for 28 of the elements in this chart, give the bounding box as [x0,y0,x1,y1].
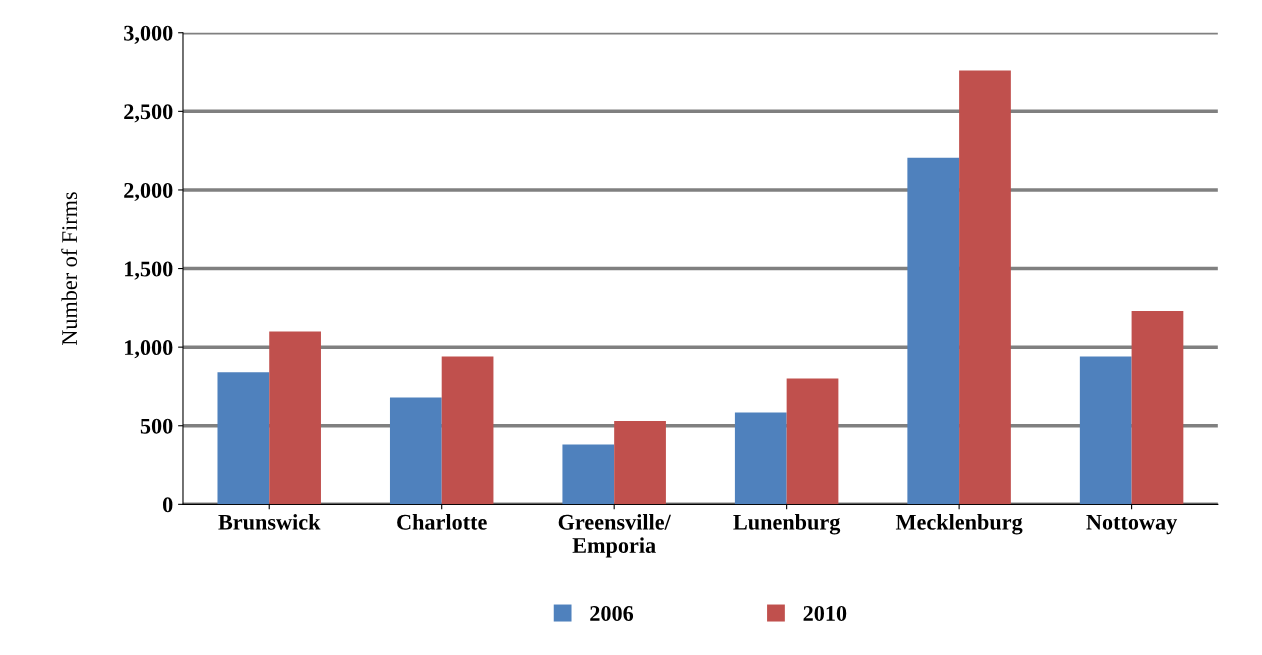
bar [907,157,960,505]
bar [1079,356,1132,505]
legend-label: 2006 [590,605,634,621]
x-tick-label: Lunenburg [733,514,841,535]
bar [269,331,321,505]
y-tick-label: 1,000 [125,340,173,359]
bar [562,444,615,505]
y-tick-label: 500 [140,418,173,434]
bar [441,356,494,505]
x-tick-label: Nottoway [1086,514,1178,535]
legend-label: 2010 [803,605,847,621]
y-tick-label: 3,000 [124,25,173,44]
x-tick-label: Mecklenburg [895,514,1023,535]
y-tick-label: 1,500 [125,261,173,280]
bar [614,421,666,505]
x-tick-label: Brunswick [218,514,321,530]
bar [734,412,787,505]
y-tick-label: 2,000 [124,182,173,202]
bar [959,70,1011,505]
bar [217,372,270,505]
x-tick-label: Greensville/ Emporia [558,514,671,558]
bar [786,378,839,505]
x-tick-label: Charlotte [397,514,487,530]
y-axis-title: Number of Firms [61,192,78,346]
y-tick-label: 0 [163,497,173,513]
bar [1131,310,1184,505]
bar [389,397,442,505]
y-tick-label: 2,500 [124,104,173,123]
